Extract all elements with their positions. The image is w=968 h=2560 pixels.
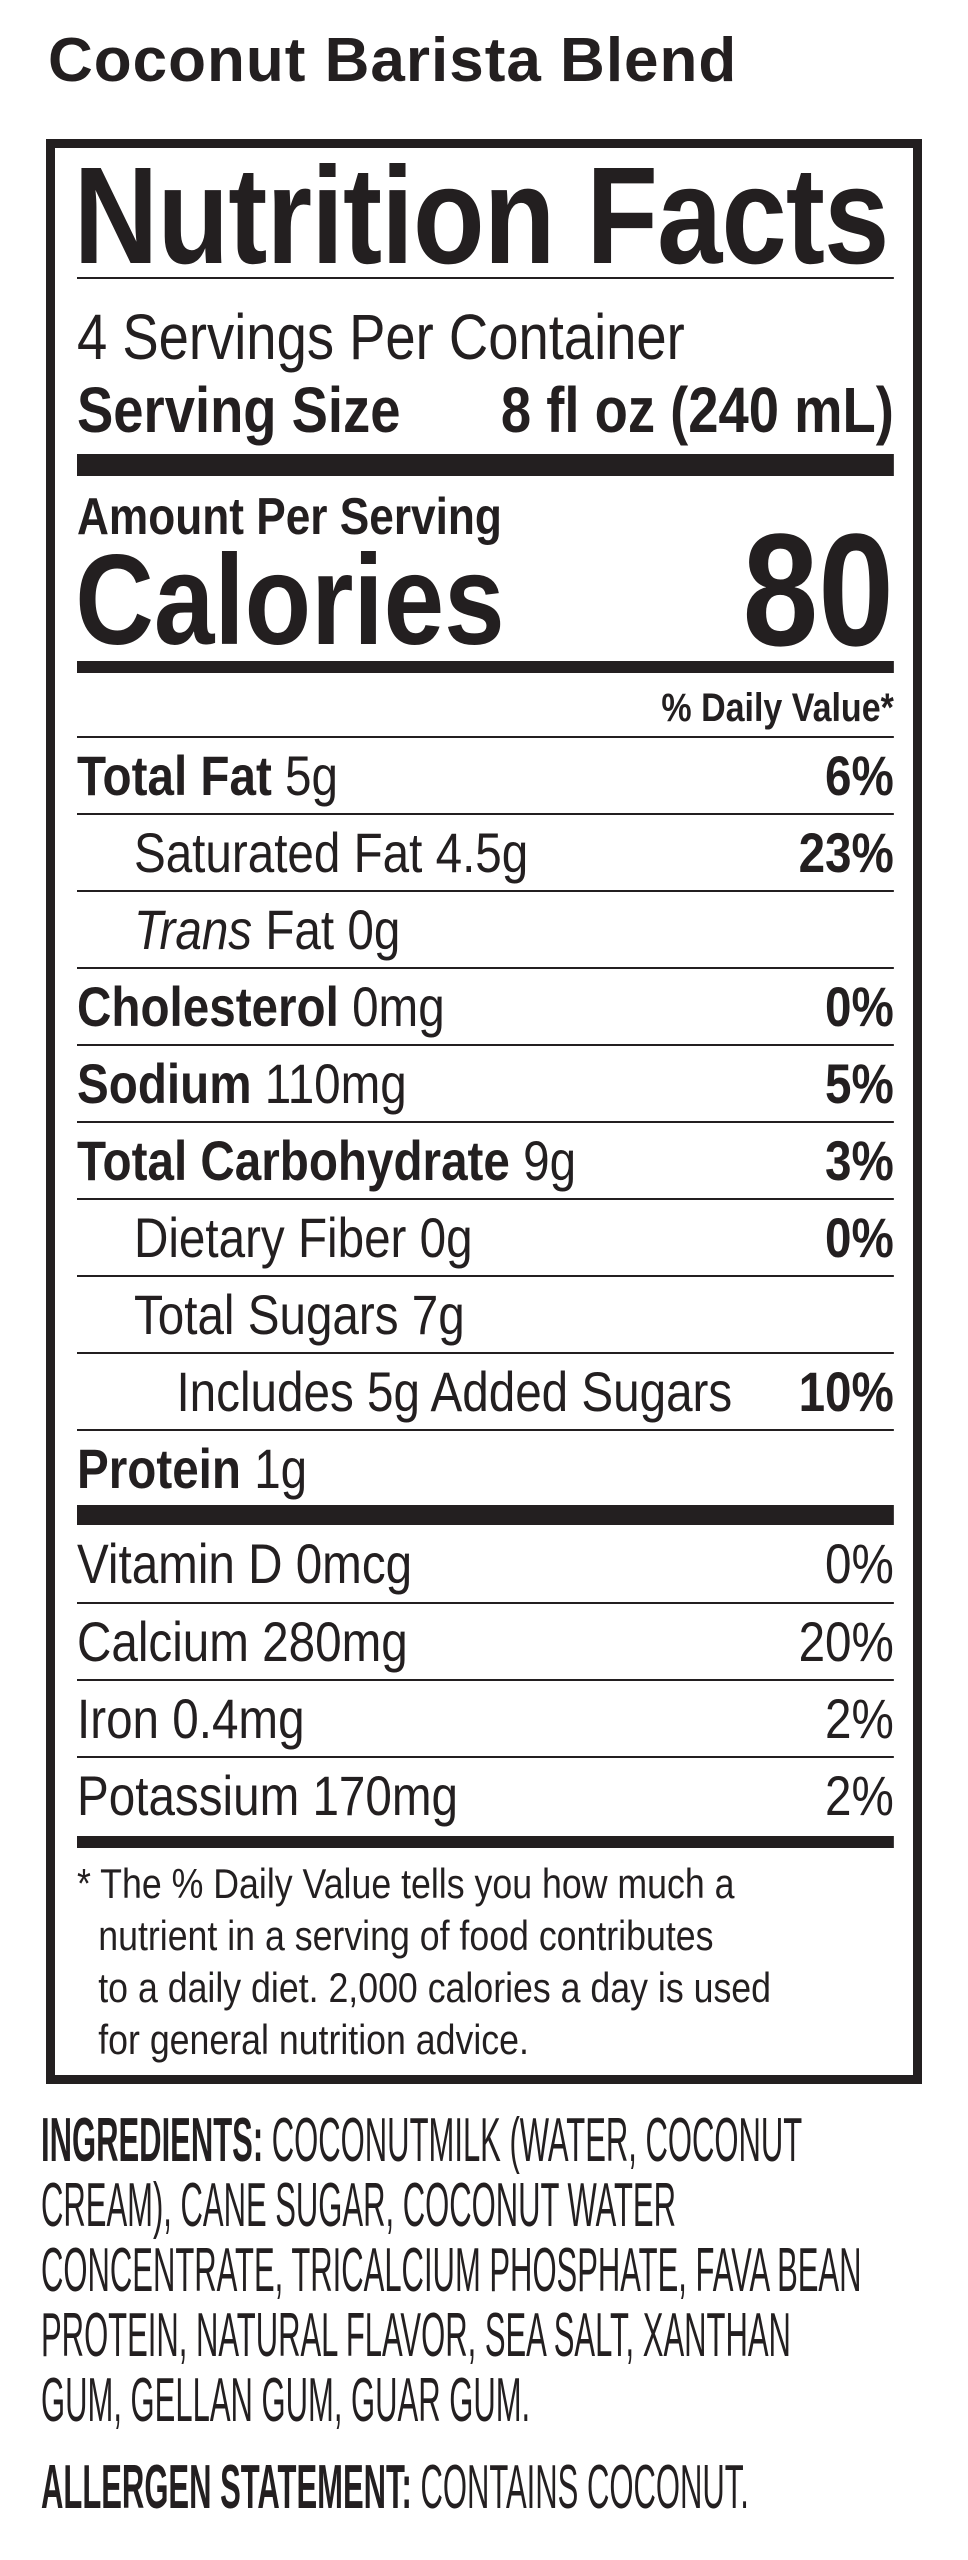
thick-divider [77, 1505, 894, 1525]
nutrient-name: Dietary Fiber [133, 1206, 407, 1269]
vitamin-name: Vitamin D [77, 1532, 283, 1595]
nutrient-row-cholesterol: Cholesterol 0mg 0% [77, 967, 894, 1044]
vitamin-amount: 280mg [262, 1610, 408, 1673]
condensed-wrapper: Nutrition Facts 4 Servings Per Container… [73, 0, 894, 2100]
vitamin-dv: 20% [798, 1610, 894, 1673]
calories-value: 80 [742, 500, 894, 679]
nutrient-name: Total Carbohydrate [77, 1129, 510, 1192]
nutrient-amount: 0g [419, 1206, 473, 1269]
product-title: Coconut Barista Blend [48, 26, 738, 95]
nutrient-dv: 0% [825, 1206, 894, 1269]
nutrient-row-trans-fat: Trans Fat 0g [77, 890, 894, 967]
nutrition-facts-content: Nutrition Facts 4 Servings Per Container… [0, 139, 968, 2089]
amount-per-serving: Amount Per Serving [77, 488, 502, 546]
daily-value-header: % Daily Value* [661, 686, 894, 730]
nutrient-row-sodium: Sodium 110mg 5% [77, 1044, 894, 1121]
nutrient-row-added-sugars: Includes 5g Added Sugars 10% [77, 1352, 894, 1429]
nutrient-name-italic: Trans [133, 898, 253, 961]
medium-divider [77, 1836, 894, 1848]
nutrient-name: Includes 5g Added Sugars [176, 1360, 733, 1423]
nutrient-name: Total Sugars [133, 1283, 399, 1346]
nutrient-dv: 3% [825, 1129, 894, 1192]
nutrient-row-protein: Protein 1g [77, 1429, 894, 1506]
vitamin-row-calcium: Calcium 280mg 20% [77, 1602, 894, 1679]
nutrient-name: Cholesterol [77, 975, 339, 1038]
nutrition-facts-heading: Nutrition Facts [73, 139, 890, 293]
vitamin-name: Calcium [77, 1610, 249, 1673]
serving-size: Serving Size 8 fl oz (240 mL) [77, 378, 894, 442]
nutrition-facts-panel [46, 139, 922, 2084]
ingredients-section: INGREDIENTS: COCONUTMILK (WATER, COCONUT… [41, 2108, 941, 2433]
nutrient-row-saturated-fat: Saturated Fat 4.5g 23% [77, 813, 894, 890]
footnote-line: to a daily diet. 2,000 calories a day is… [98, 1964, 772, 2011]
nutrient-amount: 110mg [264, 1052, 407, 1115]
nutrient-name: Total Fat [77, 744, 272, 807]
vitamin-row-potassium: Potassium 170mg 2% [77, 1756, 894, 1833]
nutrient-name: Saturated Fat [133, 821, 423, 884]
daily-value-footnote: * The % Daily Value tells you how much a… [77, 1858, 771, 2066]
nutrient-amount: 0mg [352, 975, 445, 1038]
vitamin-dv: 0% [825, 1532, 894, 1595]
allergen-text: CONTAINS COCONUT. [420, 2453, 749, 2522]
nutrient-amount: 4.5g [435, 821, 529, 884]
nutrient-dv: 0% [825, 975, 894, 1038]
footnote-line: for general nutrition advice. [98, 2016, 529, 2063]
servings-per-container: 4 Servings Per Container [77, 301, 685, 373]
nutrient-dv: 6% [825, 744, 894, 807]
nutrient-name: Fat [265, 898, 335, 961]
ingredients-line: COCONUTMILK (WATER, COCONUT [271, 2106, 803, 2175]
allergen-statement: ALLERGEN STATEMENT: CONTAINS COCONUT. [41, 2452, 941, 2523]
thick-divider [77, 454, 894, 476]
vitamin-dv: 2% [825, 1687, 894, 1750]
vitamin-amount: 170mg [312, 1764, 458, 1827]
divider [77, 277, 894, 279]
vitamin-amount: 0mcg [295, 1532, 413, 1595]
nutrient-name: Protein [77, 1437, 241, 1500]
nutrient-row-total-carbohydrate: Total Carbohydrate 9g 3% [77, 1121, 894, 1198]
nutrient-dv: 5% [825, 1052, 894, 1115]
nutrient-amount: 5g [285, 744, 338, 807]
medium-divider [77, 661, 894, 673]
vitamin-name: Potassium [77, 1764, 300, 1827]
nutrient-dv: 23% [798, 821, 894, 884]
serving-size-value: 8 fl oz (240 mL) [500, 374, 894, 446]
nutrient-name: Sodium [77, 1052, 252, 1115]
nutrient-row-total-sugars: Total Sugars 7g [77, 1275, 894, 1352]
vitamin-row-iron: Iron 0.4mg 2% [77, 1679, 894, 1756]
nutrient-amount: 0g [347, 898, 401, 961]
vitamin-list: Vitamin D 0mcg 0% Calcium 280mg 20% Iron… [77, 1525, 894, 1833]
footnote-line: nutrient in a serving of food contribute… [98, 1912, 714, 1959]
calories-label: Calories [75, 529, 505, 672]
vitamin-name: Iron [77, 1687, 160, 1750]
nutrient-list: Total Fat 5g 6% Saturated Fat 4.5g 23% T… [77, 736, 894, 1506]
allergen-label: ALLERGEN STATEMENT: [41, 2453, 412, 2522]
ingredients-line: CREAM), CANE SUGAR, COCONUT WATER [41, 2171, 676, 2240]
nutrient-row-total-fat: Total Fat 5g 6% [77, 736, 894, 813]
vitamin-dv: 2% [825, 1764, 894, 1827]
nutrient-amount: 7g [411, 1283, 465, 1346]
ingredients-line: PROTEIN, NATURAL FLAVOR, SEA SALT, XANTH… [41, 2301, 791, 2370]
ingredients-line: GUM, GELLAN GUM, GUAR GUM. [41, 2366, 531, 2435]
ingredients-line: CONCENTRATE, TRICALCIUM PHOSPHATE, FAVA … [41, 2236, 862, 2305]
nutrient-dv: 10% [798, 1360, 894, 1423]
vitamin-amount: 0.4mg [172, 1687, 305, 1750]
serving-size-label: Serving Size [77, 374, 401, 446]
footnote-line: * The % Daily Value tells you how much a [77, 1860, 735, 1907]
nutrient-row-dietary-fiber: Dietary Fiber 0g 0% [77, 1198, 894, 1275]
nutrient-amount: 9g [523, 1129, 577, 1192]
vitamin-row-vitamin-d: Vitamin D 0mcg 0% [77, 1525, 894, 1602]
ingredients-label: INGREDIENTS: [41, 2106, 264, 2175]
nutrient-amount: 1g [254, 1437, 308, 1500]
